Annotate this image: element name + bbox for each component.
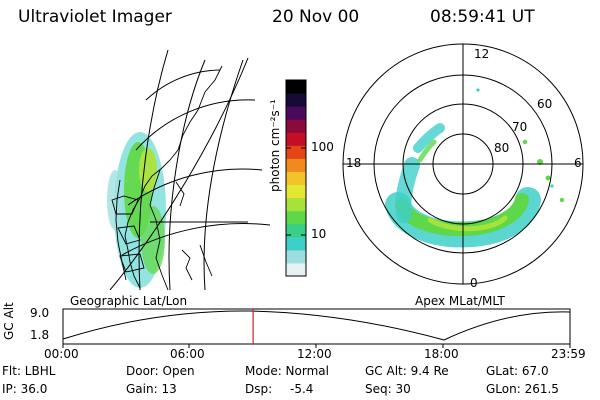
coastlines [111,65,223,290]
color-scale-bar [286,80,306,277]
timeline-xtick-2359: 23:59 [551,347,586,361]
ip-readout: IP: 36.0 [2,382,48,396]
glon-readout: GLon: 261.5 [486,382,559,396]
dsp-value: -5.4 [290,382,314,396]
color-scale-segment [286,262,306,277]
mlt-label-6: 6 [574,156,582,170]
color-scale-segment [286,197,306,212]
color-scale-segment [286,171,306,186]
color-scale-segment [286,145,306,159]
colorbar-unit-label: photon cm⁻²s⁻¹ [268,99,282,192]
mlt-label-18: 18 [346,156,362,170]
color-scale-segment [286,223,306,238]
mode-readout: Mode: Normal [245,364,329,378]
gc-alt-readout: GC Alt: 9.4 Re [365,364,449,378]
timeline-xtick-0600: 06:00 [170,347,205,361]
color-scale-ticks [286,147,306,236]
app-title: Ultraviolet Imager [18,7,172,27]
color-scale-segment [286,106,306,120]
color-scale-segment [286,80,306,94]
mlat-label-70: 70 [512,120,528,134]
dsp-label: Dsp: [245,382,273,396]
color-scale-segment [286,158,306,172]
mlt-label-12: 12 [474,47,490,61]
color-scale-segment [286,93,306,107]
mlt-label-0: 0 [470,276,478,290]
filter-readout: Flt: LBHL [2,364,56,378]
color-scale-segment [286,236,306,251]
timeline-ytick-1-8: 1.8 [30,328,50,342]
seq-readout: Seq: 30 [365,382,411,396]
color-scale-segment [286,119,306,133]
geographic-grid [109,50,270,290]
orbit-altitude-plot [62,308,571,348]
timeline-xtick-1200: 12:00 [297,347,332,361]
apex-caption: Apex MLat/MLT [415,294,505,308]
color-scale-segment [286,132,306,146]
polar-grid [342,43,584,285]
timeline-xtick-1800: 18:00 [424,347,459,361]
timeline-ytick-9: 9.0 [30,306,50,320]
color-scale-segment [286,249,306,264]
color-scale-frame [285,79,307,277]
date-readout: 20 Nov 00 [272,7,360,27]
aurora-emission-left [107,132,166,288]
mlat-label-80: 80 [494,141,510,155]
glat-readout: GLat: 67.0 [486,364,549,378]
timeline-ylabel: GC Alt [2,302,16,340]
door-readout: Door: Open [126,364,195,378]
mlat-label-60: 60 [537,97,553,111]
time-readout: 08:59:41 UT [430,7,535,27]
colorbar-tick-100: 100 [311,140,334,154]
colorbar-tick-10: 10 [311,227,327,241]
gain-readout: Gain: 13 [126,382,177,396]
timeline-xtick-0000: 00:00 [44,347,79,361]
color-scale-segment [286,184,306,199]
color-scale-segment [286,210,306,225]
geographic-caption: Geographic Lat/Lon [70,294,188,308]
geographic-map-panel [107,50,270,290]
polar-mlt-plot [342,43,584,285]
